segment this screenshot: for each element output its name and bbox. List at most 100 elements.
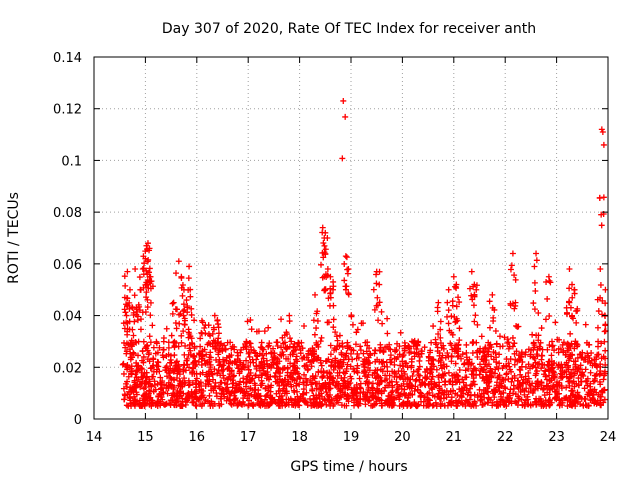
data-point [330,366,337,373]
data-point [127,395,134,402]
data-point [567,392,574,399]
data-point [141,402,148,409]
data-point [286,335,293,342]
data-point [291,362,298,369]
data-point [138,374,145,381]
data-point [348,395,355,402]
data-point [485,361,492,368]
data-point [387,346,394,353]
data-point [186,364,193,371]
data-point [499,365,506,372]
data-point [233,361,240,368]
data-point [375,317,382,324]
data-point [552,319,559,326]
data-point [456,325,463,332]
data-point [250,403,257,410]
data-point [406,380,413,387]
data-point [374,356,381,363]
data-point [237,349,244,356]
data-point [166,359,173,366]
data-point [266,340,273,347]
data-point [324,266,331,273]
data-point [401,370,408,377]
data-point [163,385,170,392]
data-point [496,351,503,358]
data-point [247,369,254,376]
data-point [337,386,344,393]
data-point [326,385,333,392]
data-point [150,388,157,395]
data-point [575,399,582,406]
data-point [574,389,581,396]
data-point [456,366,463,373]
data-point [188,305,195,312]
data-point [318,390,325,397]
data-point [508,262,515,269]
data-point [543,382,550,389]
data-point [575,381,582,388]
data-point [170,299,177,306]
data-point [555,361,562,368]
data-point [533,250,540,257]
data-point [245,366,252,373]
data-point [428,339,435,346]
data-point [560,339,567,346]
data-point [473,402,480,409]
data-point [142,344,149,351]
data-point [248,326,255,333]
data-point [500,376,507,383]
data-point [400,400,407,407]
y-tick-label: 0.04 [53,310,82,325]
data-point [371,306,378,313]
data-point [209,402,216,409]
data-point [278,392,285,399]
data-point [228,352,235,359]
data-point [334,372,341,379]
data-point [562,395,569,402]
data-point [154,366,161,373]
data-point [438,365,445,372]
data-point [550,368,557,375]
data-point [507,266,514,273]
data-point [470,339,477,346]
data-point [428,369,435,376]
data-point [267,349,274,356]
data-point [178,332,185,339]
data-point [465,365,472,372]
data-point [370,286,377,293]
data-point [345,291,352,298]
data-point [143,342,150,349]
data-point [427,347,434,354]
data-point [459,400,466,407]
data-point [423,375,430,382]
data-point [482,373,489,380]
data-point [467,382,474,389]
data-point [270,354,277,361]
data-point [172,320,179,327]
data-point [145,256,152,263]
data-point [185,329,192,336]
data-point [327,351,334,358]
data-point [138,316,145,323]
data-point [401,347,408,354]
x-tick-label: 24 [600,430,617,445]
data-point [513,322,520,329]
data-point [515,377,522,384]
data-point [581,395,588,402]
data-point [551,383,558,390]
data-point [130,350,137,357]
data-point [477,361,484,368]
data-point [440,345,447,352]
data-point [397,329,404,336]
data-point [335,399,342,406]
data-point [146,380,153,387]
data-point [360,350,367,357]
data-point [438,395,445,402]
data-point [379,320,386,327]
data-point [126,299,133,306]
data-point [265,376,272,383]
data-point [511,305,518,312]
data-point [570,378,577,385]
data-point [557,346,564,353]
data-point [563,359,570,366]
